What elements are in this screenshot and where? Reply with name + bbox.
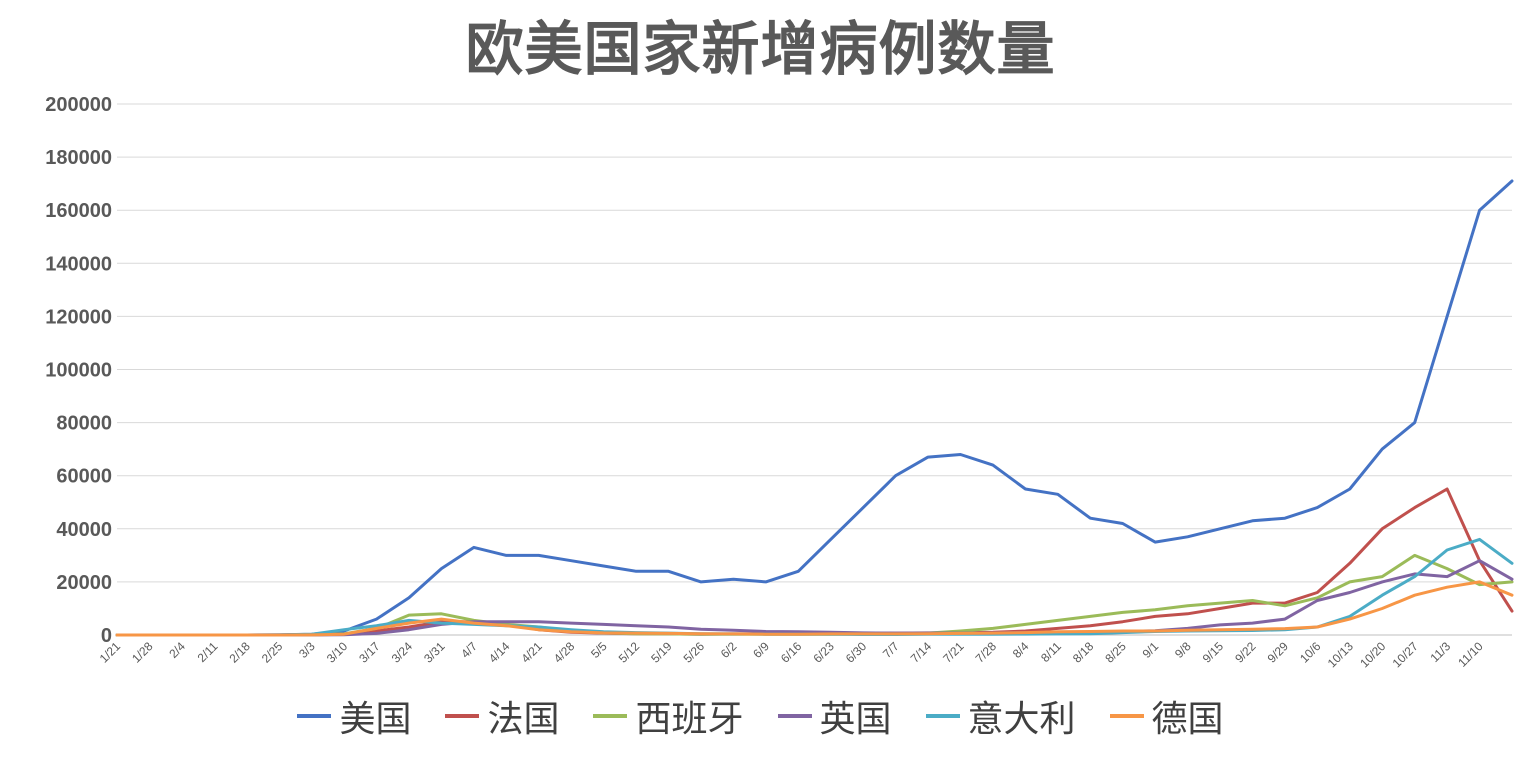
x-tick-label: 2/11 [195, 639, 221, 665]
x-tick-label: 9/8 [1172, 639, 1194, 661]
x-tick-label: 10/27 [1390, 639, 1421, 670]
x-tick-label: 6/16 [778, 639, 805, 666]
y-tick-label: 80000 [56, 413, 112, 435]
legend-swatch [445, 714, 480, 718]
x-tick-label: 5/19 [648, 639, 675, 666]
x-tick-label: 3/17 [356, 639, 383, 666]
y-tick-label: 160000 [45, 200, 112, 222]
y-tick-label: 140000 [45, 253, 112, 275]
legend-item: 德国 [1109, 690, 1224, 742]
y-tick-label: 40000 [56, 519, 112, 541]
x-tick-label: 3/3 [296, 639, 318, 661]
x-tick-label: 7/21 [940, 639, 967, 666]
x-tick-label: 4/14 [486, 639, 513, 666]
series-lines [115, 179, 1514, 637]
legend-swatch [1109, 714, 1144, 718]
gridlines [117, 103, 1512, 583]
x-tick-label: 10/20 [1357, 639, 1388, 670]
y-tick-label: 100000 [45, 360, 112, 382]
x-tick-label: 6/2 [718, 639, 740, 661]
x-tick-label: 6/30 [843, 639, 870, 666]
x-tick-label: 3/24 [389, 639, 416, 666]
x-tick-label: 6/9 [750, 639, 772, 661]
legend-item: 英国 [777, 690, 892, 742]
x-tick-label: 9/1 [1140, 639, 1162, 661]
x-tick-label: 10/13 [1325, 639, 1356, 670]
chart-title: 欧美国家新增病例数量 [465, 15, 1056, 83]
legend-item: 意大利 [925, 690, 1076, 742]
x-tick-label: 9/15 [1200, 639, 1227, 666]
x-tick-label: 4/21 [518, 639, 545, 666]
x-tick-label: 7/28 [973, 639, 1000, 666]
series-line-2 [115, 553, 1514, 637]
y-tick-label: 0 [101, 625, 112, 647]
legend-label: 意大利 [967, 699, 1076, 740]
legend-label: 德国 [1151, 699, 1224, 740]
series-line-0 [115, 179, 1514, 637]
x-tick-label: 8/25 [1102, 639, 1129, 666]
legend-item: 法国 [445, 690, 559, 742]
y-tick-label: 20000 [56, 572, 112, 594]
x-tick-label: 11/10 [1455, 639, 1486, 670]
x-tick-label: 5/5 [588, 639, 610, 661]
x-tick-label: 2/4 [166, 639, 188, 661]
legend-item: 西班牙 [593, 690, 744, 742]
legend-label: 法国 [487, 699, 560, 740]
legend-swatch [925, 714, 960, 718]
x-axis-ticks: 1/21 1/28 2/4 2/11 2/18 2/25 3/3 3/10 3/17 3/24 3/… [97, 639, 1486, 670]
y-axis-ticks: 0 20000 40000 60000 80000 100000 120000 140000 1… [45, 94, 112, 647]
x-tick-label: 3/31 [421, 639, 448, 666]
x-tick-label: 5/26 [681, 639, 708, 666]
x-tick-label: 1/28 [129, 639, 156, 666]
x-tick-label: 9/29 [1265, 639, 1292, 666]
y-tick-label: 60000 [56, 466, 112, 488]
legend-swatch [297, 714, 332, 718]
x-tick-label: 4/7 [458, 639, 480, 661]
y-tick-label: 200000 [45, 94, 112, 116]
legend-label: 美国 [339, 699, 412, 740]
x-tick-label: 2/25 [259, 639, 286, 666]
y-tick-label: 120000 [45, 306, 112, 328]
legend-swatch [593, 714, 628, 718]
x-tick-label: 7/14 [908, 639, 935, 666]
x-tick-label: 9/22 [1232, 639, 1259, 666]
y-tick-label: 180000 [45, 147, 112, 169]
legend: 美国 法国 西班牙 英国 意大利 德国 [0, 690, 1521, 742]
x-tick-label: 4/28 [551, 639, 578, 666]
x-tick-label: 10/6 [1297, 639, 1324, 666]
legend-item: 美国 [297, 690, 411, 742]
x-tick-label: 5/12 [616, 639, 643, 666]
legend-label: 英国 [819, 699, 892, 740]
series-line-5 [115, 580, 1514, 637]
x-tick-label: 6/23 [810, 639, 837, 666]
x-tick-label: 8/4 [1010, 639, 1032, 661]
legend-swatch [777, 714, 812, 718]
x-tick-label: 7/7 [880, 639, 902, 661]
legend-label: 西班牙 [635, 699, 744, 740]
x-tick-label: 2/18 [226, 639, 253, 666]
x-tick-label: 3/10 [324, 639, 351, 666]
x-tick-label: 11/3 [1427, 639, 1453, 665]
x-tick-label: 8/18 [1070, 639, 1097, 666]
x-tick-label: 8/11 [1038, 639, 1064, 665]
